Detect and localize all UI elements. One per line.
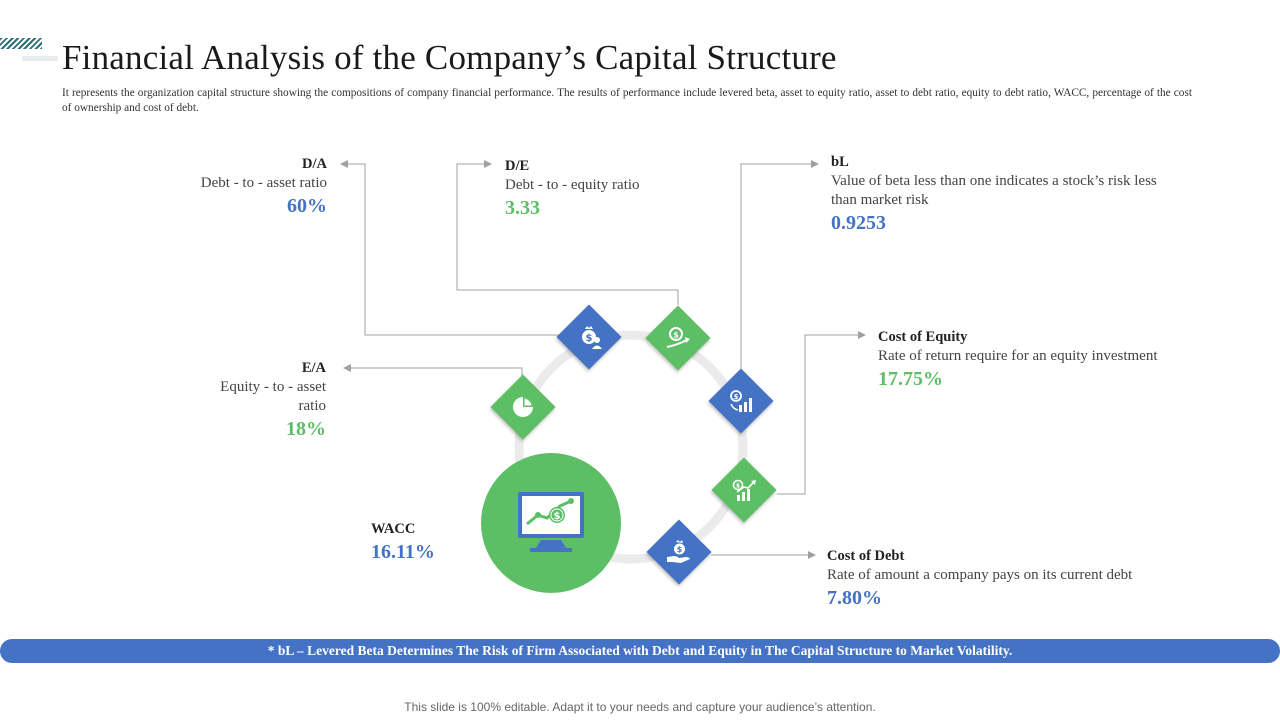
bl-value: 0.9253: [831, 212, 886, 234]
svg-text:$: $: [734, 393, 739, 401]
svg-text:$: $: [554, 511, 561, 522]
wacc-label: WACC: [371, 521, 416, 537]
cod-value: 7.80%: [827, 587, 882, 609]
monitor-dollar-icon: $: [518, 492, 584, 552]
metric-de: D/E Debt - to - equity ratio 3.33: [505, 157, 705, 220]
money-hand-icon: $: [667, 540, 690, 563]
footnote-banner: * bL – Levered Beta Determines The Risk …: [0, 639, 1280, 663]
coe-label: Cost of Equity: [878, 329, 968, 345]
metric-bl: bL Value of beta less than one indicates…: [831, 153, 1186, 235]
ea-description: Equity - to - asset ratio: [220, 379, 326, 414]
metric-cost-of-equity: Cost of Equity Rate of return require fo…: [878, 328, 1238, 391]
da-label: D/A: [302, 156, 327, 172]
coe-diamond: $: [711, 457, 777, 523]
cycle-ring: [514, 330, 748, 564]
money-bag-person-icon: $: [582, 326, 602, 349]
cod-diamond: $: [646, 519, 712, 585]
de-value: 3.33: [505, 197, 540, 219]
cod-description: Rate of amount a company pays on its cur…: [827, 567, 1133, 583]
wacc-value: 16.11%: [371, 541, 435, 563]
svg-text:$: $: [586, 333, 593, 344]
connector-da: [340, 160, 589, 336]
ea-value: 18%: [286, 418, 326, 440]
coe-description: Rate of return require for an equity inv…: [878, 348, 1158, 364]
metric-ea: E/A Equity - to - asset ratio 18%: [190, 359, 326, 441]
metric-da: D/A Debt - to - asset ratio 60%: [150, 155, 327, 218]
de-label: D/E: [505, 158, 530, 174]
connector-bl: [740, 160, 819, 370]
de-diamond: $: [645, 305, 711, 371]
coe-value: 17.75%: [878, 368, 943, 390]
connector-de: [456, 160, 679, 305]
metric-wacc: WACC 16.11%: [371, 520, 491, 564]
ea-diamond: [490, 374, 556, 440]
wacc-circle: $: [481, 453, 621, 593]
growth-chart-icon: $: [732, 479, 756, 501]
da-value: 60%: [287, 195, 327, 217]
money-chart-icon: $: [730, 390, 752, 412]
da-diamond: $: [556, 304, 622, 370]
metric-cost-of-debt: Cost of Debt Rate of amount a company pa…: [827, 547, 1207, 610]
svg-text:$: $: [673, 331, 679, 340]
bl-diamond: $: [708, 368, 774, 434]
connector-ea: [343, 364, 523, 378]
pie-chart-icon: [513, 397, 533, 417]
footer-note: This slide is 100% editable. Adapt it to…: [404, 700, 876, 714]
connector-coe: [777, 331, 866, 495]
svg-text:$: $: [736, 483, 740, 490]
de-description: Debt - to - equity ratio: [505, 177, 640, 193]
page-subtitle: It represents the organization capital s…: [62, 87, 1192, 114]
coin-growth-icon: $: [666, 327, 690, 348]
bl-label: bL: [831, 154, 849, 170]
page-title: Financial Analysis of the Company’s Capi…: [62, 38, 837, 77]
ea-label: E/A: [301, 360, 326, 376]
corner-stripes-decoration: [0, 38, 42, 49]
svg-text:$: $: [677, 545, 683, 554]
bl-description: Value of beta less than one indicates a …: [831, 173, 1157, 208]
corner-line-decoration: [22, 56, 58, 61]
da-description: Debt - to - asset ratio: [200, 175, 327, 191]
cod-label: Cost of Debt: [827, 548, 905, 564]
